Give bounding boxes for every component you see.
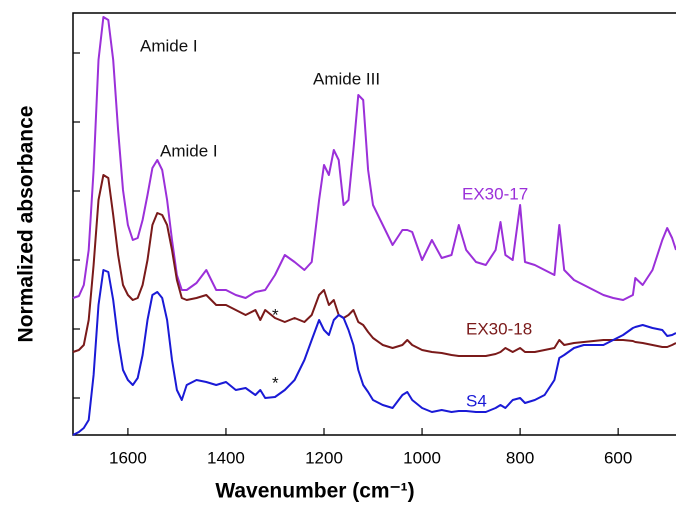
x-tick-label: 600	[604, 448, 632, 467]
spectrum-line	[72, 16, 676, 301]
x-tick-label: 1400	[207, 448, 245, 467]
series-label: EX30-17	[462, 184, 528, 203]
axis-frame	[72, 12, 676, 436]
annotation: *	[272, 305, 279, 324]
x-tick-label: 1600	[109, 448, 147, 467]
x-tick-label: 1000	[403, 448, 441, 467]
x-axis-label: Wavenumber (cm⁻¹)	[215, 480, 414, 503]
annotation: *	[272, 373, 279, 392]
series-label: S4	[466, 391, 487, 410]
y-axis-label: Normalized absorbance	[15, 106, 38, 343]
spectrum-line	[72, 174, 676, 357]
series-label: EX30-18	[466, 319, 532, 338]
annotation: Amide I	[140, 36, 198, 55]
x-tick-label: 1200	[305, 448, 343, 467]
annotation: Amide III	[313, 69, 380, 88]
x-tick-label: 800	[506, 448, 534, 467]
spectrum-line	[72, 269, 676, 436]
annotation: Amide I	[160, 141, 218, 160]
